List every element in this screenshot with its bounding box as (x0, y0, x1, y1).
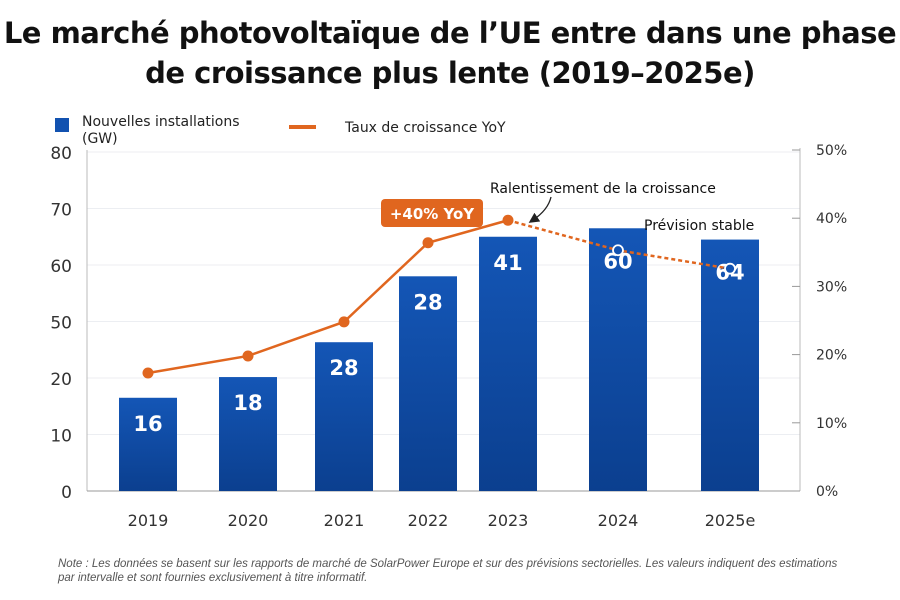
x-axis-tick-label: 2020 (228, 511, 269, 530)
x-axis-tick-label: 2025e (705, 511, 756, 530)
growth-point-2019 (142, 367, 154, 379)
bar-data-label: 28 (329, 356, 358, 380)
annotation-slowdown: Ralentissement de la croissance (490, 181, 716, 197)
badge-yoy (381, 199, 483, 227)
bar-data-label: 28 (413, 290, 442, 314)
x-axis-tick-label: 2024 (598, 511, 639, 530)
left-axis-tick-label: 0 (61, 483, 72, 503)
legend-bar-label-line-2: (GW) (82, 131, 118, 147)
annotation-forecast: Prévision stable (644, 218, 754, 234)
badge-yoy-text: +40% YoY (390, 205, 475, 223)
growth-point-2022 (422, 237, 434, 249)
right-axis-tick-label: 30% (816, 279, 847, 295)
growth-point-2021 (338, 316, 350, 328)
bar-2023 (479, 236, 537, 491)
footnote: Note : Les données se basent sur les rap… (58, 558, 838, 584)
bar-2019 (119, 397, 177, 491)
legend-bar-swatch (55, 118, 69, 132)
x-axis-tick-label: 2023 (488, 511, 529, 530)
right-axis-tick-label: 0% (816, 484, 838, 500)
chart-title-line-1: Le marché photovoltaïque de l’UE entre d… (3, 16, 897, 50)
bar-data-label: 16 (133, 412, 162, 436)
x-axis-tick-label: 2022 (408, 511, 449, 530)
right-axis-tick-label: 50% (816, 143, 847, 159)
growth-point-2024 (612, 244, 624, 257)
left-axis-tick-label: 80 (50, 144, 72, 164)
growth-point-2023 (502, 214, 514, 226)
left-axis-tick-label: 50 (50, 314, 72, 334)
bar-2020 (219, 377, 277, 491)
left-axis-tick-label: 70 (50, 201, 72, 221)
x-axis-tick-label: 2021 (324, 511, 365, 530)
chart-title-line-2: de croissance plus lente (2019–2025e) (145, 56, 755, 90)
bar-2024 (589, 228, 647, 491)
bar-2025e (701, 239, 759, 491)
left-axis-tick-label: 10 (50, 427, 72, 447)
legend-bar-label-line-1: Nouvelles installations (82, 114, 240, 130)
growth-point-2025e (724, 262, 736, 275)
legend-line-label: Taux de croissance YoY (344, 120, 506, 136)
left-axis-tick-label: 20 (50, 370, 72, 390)
right-axis-tick-label: 20% (816, 348, 847, 364)
bar-2021 (315, 342, 373, 491)
growth-point-2020 (242, 350, 254, 362)
right-axis-tick-label: 10% (816, 416, 847, 432)
x-axis-tick-label: 2019 (128, 511, 169, 530)
bar-2022 (399, 276, 457, 491)
right-axis-tick-label: 40% (816, 211, 847, 227)
left-axis-tick-label: 60 (50, 257, 72, 277)
bar-data-label: 18 (233, 391, 262, 415)
bar-data-label: 41 (493, 251, 522, 275)
annotation-arrow (528, 196, 552, 223)
